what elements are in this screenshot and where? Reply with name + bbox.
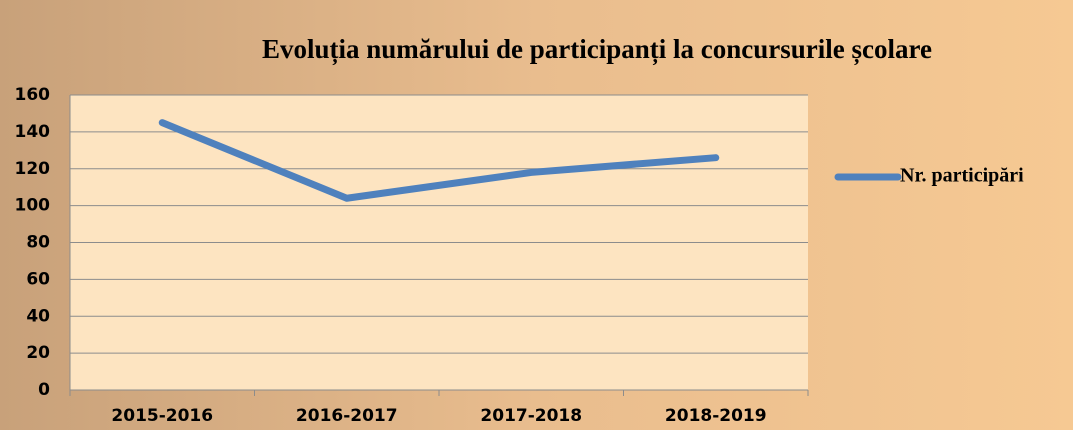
x-tick-label: 2015-2016: [111, 406, 213, 426]
y-tick-label: 40: [26, 306, 50, 326]
series-line: [158, 119, 720, 202]
y-tick-label: 140: [15, 122, 51, 142]
y-tick-label: 60: [26, 269, 50, 289]
y-tick-label: 0: [38, 380, 50, 400]
x-tick-label: 2017-2018: [480, 406, 582, 426]
y-tick-label: 20: [26, 343, 50, 363]
x-tick-label: 2016-2017: [296, 406, 398, 426]
y-tick-label: 100: [15, 196, 51, 216]
y-tick-label: 160: [15, 85, 51, 105]
chart-title: Evoluția numărului de participanți la co…: [262, 34, 932, 65]
y-tick-label: 80: [26, 233, 50, 253]
x-tick-label: 2018-2019: [665, 406, 767, 426]
legend-label: Nr. participări: [900, 165, 1024, 187]
y-tick-label: 120: [15, 159, 51, 179]
